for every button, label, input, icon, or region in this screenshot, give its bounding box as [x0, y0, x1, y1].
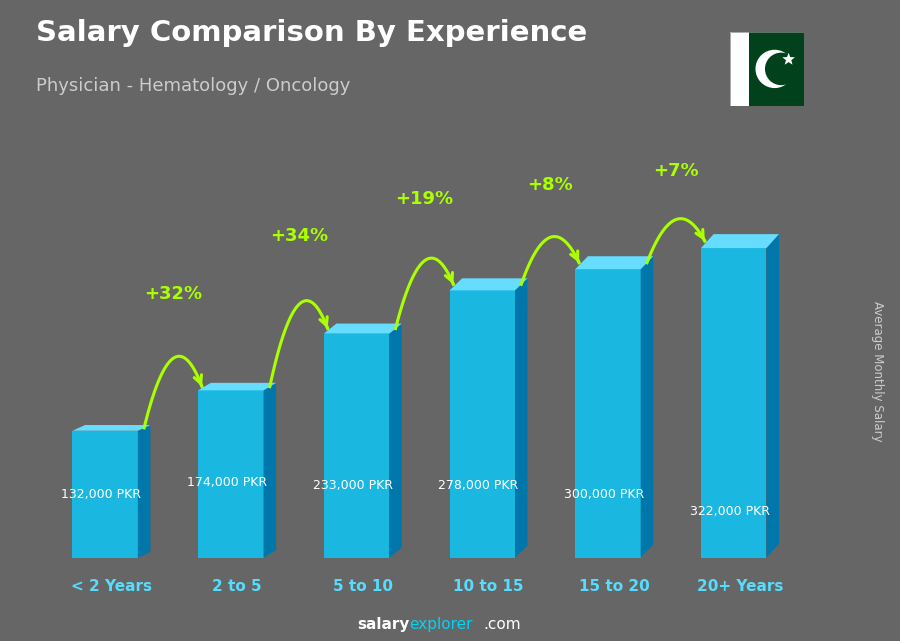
Polygon shape: [450, 278, 527, 290]
Text: 174,000 PKR: 174,000 PKR: [187, 476, 267, 489]
Polygon shape: [701, 234, 779, 248]
Bar: [749, 32, 804, 106]
Text: +32%: +32%: [144, 285, 202, 303]
Polygon shape: [324, 324, 401, 333]
Polygon shape: [198, 383, 276, 390]
Bar: [73, 431, 138, 558]
Text: +19%: +19%: [395, 190, 454, 208]
Polygon shape: [73, 425, 150, 431]
Text: < 2 Years: < 2 Years: [71, 579, 152, 594]
Polygon shape: [390, 324, 401, 558]
Text: 5 to 10: 5 to 10: [333, 579, 393, 594]
Bar: [324, 333, 390, 558]
Polygon shape: [767, 234, 779, 558]
Bar: [731, 32, 749, 106]
Polygon shape: [575, 256, 653, 269]
Bar: [450, 290, 515, 558]
Bar: [198, 390, 264, 558]
Polygon shape: [138, 425, 150, 558]
Polygon shape: [641, 256, 653, 558]
Circle shape: [765, 53, 797, 85]
Polygon shape: [782, 53, 795, 65]
Text: 20+ Years: 20+ Years: [697, 579, 783, 594]
Text: explorer: explorer: [410, 617, 473, 633]
Text: 233,000 PKR: 233,000 PKR: [313, 479, 392, 492]
Polygon shape: [515, 278, 527, 558]
Bar: [575, 269, 641, 558]
Text: salary: salary: [357, 617, 410, 633]
Text: +34%: +34%: [270, 227, 328, 245]
Bar: [701, 248, 767, 558]
Polygon shape: [264, 383, 276, 558]
Text: Physician - Hematology / Oncology: Physician - Hematology / Oncology: [36, 77, 350, 95]
Text: Average Monthly Salary: Average Monthly Salary: [871, 301, 884, 442]
Text: 2 to 5: 2 to 5: [212, 579, 262, 594]
Text: 322,000 PKR: 322,000 PKR: [690, 504, 770, 518]
Text: 278,000 PKR: 278,000 PKR: [438, 479, 518, 492]
Text: +7%: +7%: [653, 162, 698, 180]
Text: 132,000 PKR: 132,000 PKR: [61, 488, 141, 501]
Text: 15 to 20: 15 to 20: [579, 579, 650, 594]
Text: Salary Comparison By Experience: Salary Comparison By Experience: [36, 19, 587, 47]
Text: 10 to 15: 10 to 15: [454, 579, 524, 594]
Text: 300,000 PKR: 300,000 PKR: [564, 488, 644, 501]
Text: +8%: +8%: [527, 176, 573, 194]
Circle shape: [755, 50, 794, 88]
Text: .com: .com: [483, 617, 521, 633]
